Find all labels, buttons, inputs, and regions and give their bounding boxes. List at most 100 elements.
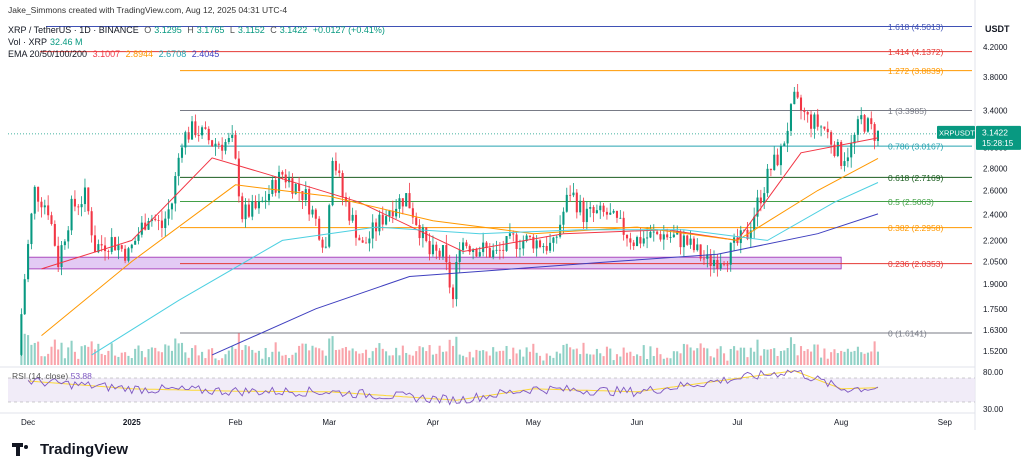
volume-bar: [190, 348, 194, 365]
volume-bar: [622, 347, 625, 365]
candle-body: [170, 203, 173, 210]
tradingview-logo[interactable]: TradingView: [12, 441, 128, 458]
y-tick-label: 2.4000: [983, 210, 1008, 219]
candle-body: [702, 258, 706, 260]
fib-label-0.382: 0.382 (2.2958): [888, 223, 943, 233]
candle-body: [709, 254, 712, 266]
volume-bar: [107, 350, 110, 365]
candle-body: [712, 259, 716, 266]
volume-bar: [338, 349, 341, 365]
volume-bar: [388, 355, 391, 365]
candle-body: [211, 140, 214, 147]
candle-body: [836, 142, 839, 156]
volume-bar: [639, 355, 642, 365]
volume-bar: [779, 350, 782, 365]
volume-bar: [435, 353, 438, 365]
candle-body: [294, 183, 297, 194]
candle-body: [629, 238, 632, 243]
y-tick-label: 4.2000: [983, 43, 1008, 52]
candle-body: [341, 173, 344, 198]
volume-bar: [756, 339, 759, 365]
candle-body: [866, 118, 869, 132]
candle-body: [70, 198, 73, 231]
volume-bar: [843, 351, 846, 365]
candle-body: [816, 114, 819, 127]
candle-body: [114, 237, 117, 251]
candle-body: [749, 230, 752, 240]
volume-bar: [194, 345, 197, 365]
candle-body: [451, 287, 455, 300]
volume-bar: [368, 357, 371, 365]
volume-bar: [381, 348, 384, 365]
candle-body: [157, 220, 160, 221]
candle-body: [646, 237, 649, 239]
volume-bar: [354, 351, 358, 365]
volume-bar: [749, 347, 752, 365]
rsi-legend: RSI (14, close) 53.88: [12, 371, 92, 381]
volume-bar: [592, 354, 595, 365]
volume-bar: [659, 354, 662, 365]
candle-body: [492, 250, 495, 258]
candle-body: [863, 115, 866, 132]
candle-body: [502, 249, 505, 251]
volume-bar: [850, 351, 853, 365]
ema-legend: EMA 20/50/100/200 3.1007 2.8944 2.6708 2…: [8, 49, 220, 59]
volume-bar: [482, 350, 485, 365]
candle-body: [575, 192, 578, 213]
price-tag-symbol: XRPUSDT: [939, 128, 975, 137]
x-tick-label: 2025: [123, 418, 141, 427]
volume-bar: [411, 355, 414, 365]
candle-body: [77, 206, 80, 208]
candle-body: [194, 121, 197, 136]
candle-body: [605, 211, 608, 215]
volume-bar: [462, 355, 465, 365]
candle-body: [103, 245, 107, 252]
volume-bar: [351, 348, 354, 365]
candle-body: [582, 200, 585, 223]
y-tick-label: 3.8000: [983, 73, 1008, 82]
volume-bar: [538, 355, 542, 365]
volume-bar: [555, 351, 558, 365]
volume-bar: [515, 353, 518, 365]
volume-bar: [813, 344, 816, 365]
candle-body: [843, 161, 846, 166]
candle-body: [37, 186, 40, 202]
volume-bar: [167, 345, 170, 365]
volume-bar: [331, 336, 334, 365]
candle-body: [609, 212, 612, 215]
candle-body: [324, 246, 327, 248]
volume-bar: [405, 352, 408, 365]
volume-bar: [565, 343, 568, 365]
volume-bar: [127, 355, 130, 365]
candle-body: [823, 126, 826, 129]
volume-bar: [408, 354, 411, 365]
candle-body: [53, 223, 56, 246]
price-tag-countdown: 15:28:15: [982, 139, 1014, 148]
volume-bar: [826, 358, 829, 365]
volume-bar: [612, 360, 615, 365]
candle-body: [656, 231, 659, 235]
candle-body: [508, 233, 511, 237]
volume-value: 32.46 M: [50, 37, 83, 47]
chart-author: Jake_Simmons created with TradingView.co…: [8, 5, 288, 15]
candle-body: [264, 200, 267, 202]
x-tick-label: Dec: [21, 418, 35, 427]
candle-body: [274, 180, 277, 193]
volume-bar: [552, 357, 555, 365]
volume-bar: [284, 354, 287, 365]
volume-bar: [799, 346, 803, 365]
volume-bar: [810, 351, 813, 365]
candle-body: [569, 194, 572, 196]
candle-body: [130, 244, 133, 249]
ema50-value: 2.8944: [125, 49, 154, 59]
candle-body: [820, 126, 823, 128]
rsi-ma-line: [28, 370, 879, 401]
fib-label-1: 1 (3.3985): [888, 106, 927, 116]
volume-bar: [311, 345, 314, 365]
candle-body: [579, 200, 582, 213]
candle-body: [776, 154, 779, 166]
volume-bar: [472, 357, 475, 365]
candle-body: [458, 250, 461, 262]
volume-bar: [257, 350, 260, 365]
